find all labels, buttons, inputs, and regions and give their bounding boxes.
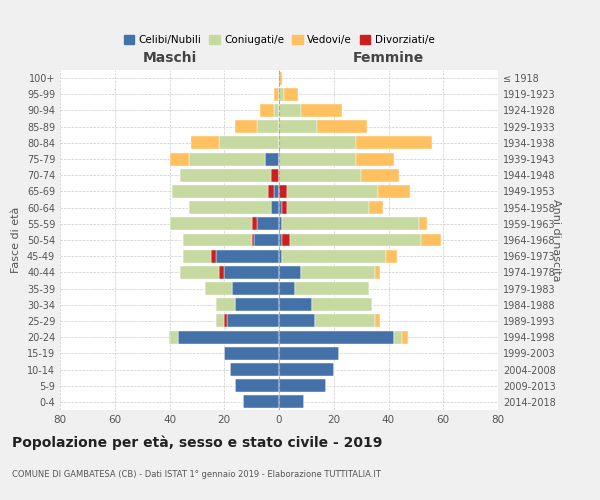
Bar (169, 330, 178, 344)
Bar (370, 201, 383, 214)
Bar (282, 218, 419, 230)
Bar (279, 218, 282, 230)
Bar (257, 120, 279, 133)
Bar (356, 136, 433, 149)
Bar (301, 104, 342, 117)
Bar (216, 298, 235, 311)
Bar (271, 201, 279, 214)
Bar (169, 218, 251, 230)
Y-axis label: Fasce di età: Fasce di età (11, 207, 21, 273)
Bar (251, 218, 257, 230)
Bar (251, 234, 254, 246)
Bar (279, 152, 356, 166)
Bar (314, 314, 375, 328)
Bar (284, 88, 298, 101)
Bar (178, 330, 279, 344)
Bar (375, 266, 380, 279)
Bar (268, 185, 274, 198)
Bar (279, 234, 282, 246)
Bar (279, 347, 339, 360)
Bar (301, 266, 375, 279)
Bar (290, 234, 421, 246)
Bar (224, 314, 227, 328)
Bar (172, 185, 268, 198)
Bar (219, 266, 224, 279)
Bar (312, 298, 372, 311)
Bar (279, 136, 356, 149)
Bar (235, 120, 257, 133)
Bar (188, 152, 265, 166)
Bar (191, 136, 219, 149)
Bar (188, 201, 271, 214)
Bar (227, 314, 279, 328)
Bar (279, 282, 295, 295)
Bar (279, 185, 287, 198)
Bar (377, 185, 410, 198)
Bar (235, 379, 279, 392)
Bar (257, 218, 279, 230)
Bar (279, 120, 317, 133)
Bar (394, 330, 402, 344)
Bar (279, 298, 312, 311)
Bar (274, 88, 279, 101)
Text: COMUNE DI GAMBATESA (CB) - Dati ISTAT 1° gennaio 2019 - Elaborazione TUTTITALIA.: COMUNE DI GAMBATESA (CB) - Dati ISTAT 1°… (12, 470, 381, 479)
Bar (279, 104, 301, 117)
Bar (279, 72, 282, 85)
Text: Maschi: Maschi (142, 51, 197, 65)
Bar (183, 250, 211, 262)
Bar (216, 314, 224, 328)
Y-axis label: Anni di nascita: Anni di nascita (551, 198, 561, 281)
Bar (317, 120, 367, 133)
Bar (271, 169, 279, 181)
Bar (274, 104, 279, 117)
Bar (279, 250, 282, 262)
Bar (235, 298, 279, 311)
Bar (279, 363, 334, 376)
Bar (181, 266, 219, 279)
Bar (260, 104, 274, 117)
Bar (279, 169, 361, 181)
Text: Popolazione per età, sesso e stato civile - 2019: Popolazione per età, sesso e stato civil… (12, 435, 382, 450)
Bar (279, 314, 314, 328)
Bar (274, 185, 279, 198)
Bar (279, 266, 301, 279)
Bar (279, 396, 304, 408)
Bar (219, 136, 279, 149)
Bar (421, 234, 440, 246)
Bar (169, 152, 188, 166)
Bar (216, 250, 279, 262)
Bar (279, 88, 284, 101)
Bar (265, 152, 279, 166)
Bar (287, 185, 377, 198)
Bar (419, 218, 427, 230)
Bar (181, 169, 271, 181)
Bar (361, 169, 400, 181)
Bar (279, 330, 394, 344)
Bar (183, 234, 251, 246)
Legend: Celibi/Nubili, Coniugati/e, Vedovi/e, Divorziati/e: Celibi/Nubili, Coniugati/e, Vedovi/e, Di… (119, 31, 439, 50)
Bar (232, 282, 279, 295)
Bar (356, 152, 394, 166)
Bar (282, 234, 290, 246)
Bar (244, 396, 279, 408)
Bar (282, 250, 386, 262)
Bar (205, 282, 232, 295)
Bar (386, 250, 397, 262)
Text: Femmine: Femmine (353, 51, 424, 65)
Bar (224, 347, 279, 360)
Bar (402, 330, 407, 344)
Bar (211, 250, 216, 262)
Bar (282, 201, 287, 214)
Bar (254, 234, 279, 246)
Bar (279, 379, 326, 392)
Bar (279, 201, 282, 214)
Bar (230, 363, 279, 376)
Bar (295, 282, 370, 295)
Bar (224, 266, 279, 279)
Bar (375, 314, 380, 328)
Bar (287, 201, 370, 214)
